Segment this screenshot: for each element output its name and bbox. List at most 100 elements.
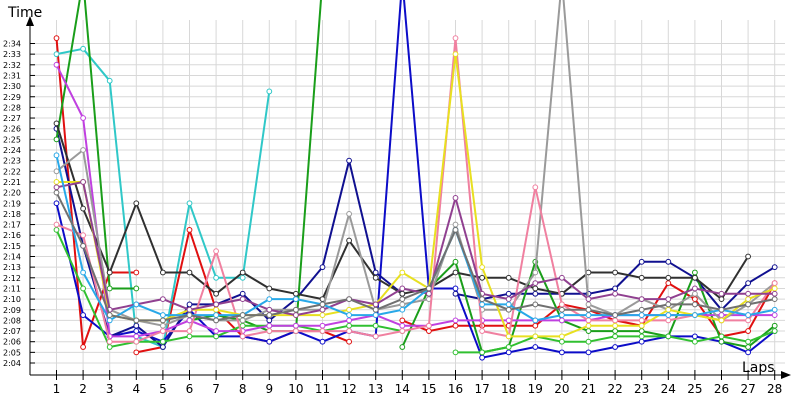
data-point (532, 285, 539, 292)
y-tick-label: 2:19 (3, 199, 21, 208)
data-point (532, 333, 539, 340)
data-point (293, 312, 299, 318)
data-point (559, 338, 565, 345)
data-point (80, 242, 86, 249)
data-point (532, 290, 539, 297)
data-point (133, 301, 140, 308)
data-point (745, 338, 751, 345)
data-point (80, 269, 86, 276)
data-point (266, 322, 273, 329)
series-line (55, 64, 775, 338)
y-tick-label: 2:14 (3, 253, 21, 262)
data-point (160, 322, 166, 329)
data-point (239, 296, 246, 303)
data-point (53, 136, 60, 143)
x-tick-label: 24 (661, 382, 676, 396)
data-point (718, 338, 725, 345)
data-point (479, 354, 486, 361)
data-point (426, 285, 432, 292)
y-tick-label: 2:29 (3, 93, 21, 102)
data-point (319, 338, 326, 345)
data-point (399, 285, 406, 292)
data-point (293, 328, 299, 334)
data-point (692, 269, 698, 276)
data-point (372, 301, 379, 308)
data-point (186, 333, 193, 340)
data-point (80, 115, 86, 121)
data-point (426, 328, 432, 334)
data-point (745, 328, 751, 334)
data-point (293, 322, 299, 329)
y-tick-label: 2:30 (3, 82, 21, 91)
data-point (160, 269, 166, 276)
x-tick-label: 28 (767, 382, 782, 396)
data-point (532, 269, 539, 276)
data-point (346, 157, 353, 164)
x-tick-label: 2 (79, 382, 87, 396)
y-tick-label: 2:34 (3, 40, 21, 49)
x-tick-label: 17 (474, 382, 489, 396)
data-point (479, 301, 486, 308)
data-point (213, 301, 220, 308)
data-point (479, 296, 486, 303)
data-point (638, 333, 645, 340)
data-point (213, 333, 220, 340)
data-point (319, 301, 326, 308)
data-point (585, 296, 592, 303)
data-point (745, 349, 751, 356)
data-point (319, 328, 326, 334)
data-point (665, 301, 672, 308)
y-tick-label: 2:04 (3, 359, 21, 368)
y-tick-label: 2:23 (3, 157, 21, 166)
x-tick-label: 15 (421, 382, 436, 396)
data-point (133, 285, 140, 292)
data-point (718, 333, 725, 340)
data-point (745, 280, 751, 287)
y-tick-label: 2:11 (3, 284, 21, 293)
x-tick-label: 27 (740, 382, 755, 396)
data-point (106, 285, 113, 292)
data-point (53, 35, 60, 42)
data-point (718, 290, 725, 297)
data-point (106, 317, 113, 324)
data-point (53, 221, 60, 228)
data-point (133, 333, 140, 340)
data-point (266, 296, 273, 303)
data-point (293, 290, 299, 297)
y-tick-label: 2:22 (3, 167, 21, 176)
y-tick-label: 2:16 (3, 231, 21, 240)
x-tick-label: 20 (554, 382, 569, 396)
data-point (479, 264, 486, 271)
x-tick-label: 10 (288, 382, 303, 396)
data-point (505, 301, 512, 308)
data-point (718, 296, 725, 303)
data-point (133, 338, 140, 345)
y-tick-labels: 2:04 2:052:06 2:07 2:082:09 2:10 2:112:12 2:13… (3, 40, 35, 368)
data-point (239, 322, 246, 329)
data-point (559, 312, 565, 318)
data-point (505, 333, 512, 340)
data-point (213, 328, 220, 334)
data-point (559, 333, 565, 340)
y-tick-label: 2:33 (3, 50, 21, 59)
data-point (53, 152, 60, 159)
data-point (638, 296, 645, 303)
data-point (612, 285, 618, 292)
data-point (505, 290, 512, 297)
data-point (266, 328, 273, 334)
y-tick-label: 2:18 (3, 210, 21, 219)
data-point (399, 328, 406, 334)
data-point (133, 200, 140, 207)
series-line (56, 181, 775, 317)
data-point (186, 317, 193, 324)
data-point (559, 317, 565, 324)
data-point (638, 306, 645, 313)
data-point (372, 274, 379, 281)
data-point (319, 264, 326, 271)
data-point (346, 306, 353, 313)
data-point (399, 344, 406, 350)
data-point (346, 328, 353, 334)
data-point (692, 333, 698, 340)
x-tick-label: 8 (239, 382, 247, 396)
data-point (532, 344, 539, 350)
